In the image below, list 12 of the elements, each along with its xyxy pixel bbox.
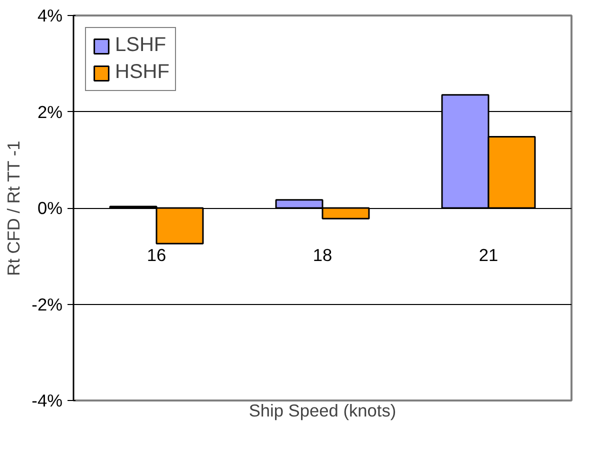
y-tick-label: 2% <box>37 102 62 122</box>
y-tick-label: 0% <box>37 198 62 218</box>
y-tick-label: -4% <box>32 390 63 410</box>
x-axis-title: Ship Speed (knots) <box>248 400 396 420</box>
x-tick-label: 16 <box>146 245 166 265</box>
y-tick-label: 4% <box>37 6 62 26</box>
y-tick-label: -2% <box>32 294 63 314</box>
legend-label: HSHF <box>115 61 170 84</box>
y-axis-title: Rt CFD / Rt TT -1 <box>4 140 24 276</box>
legend-label: LSHF <box>115 34 166 57</box>
x-tick-label: 21 <box>478 245 498 265</box>
x-tick-label: 18 <box>312 245 332 265</box>
